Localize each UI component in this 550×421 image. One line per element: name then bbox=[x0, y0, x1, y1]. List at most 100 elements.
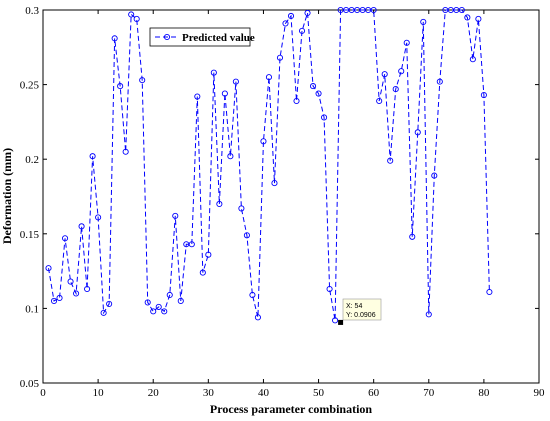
data-point bbox=[232, 78, 239, 85]
data-point bbox=[398, 68, 405, 75]
series-markers bbox=[45, 6, 493, 324]
data-point bbox=[50, 297, 58, 304]
data-point bbox=[100, 309, 107, 316]
data-point bbox=[480, 91, 487, 99]
data-point bbox=[409, 233, 416, 240]
data-point bbox=[172, 212, 179, 219]
legend-box bbox=[149, 27, 251, 47]
data-point bbox=[199, 269, 206, 276]
x-axis-title: Process parameter combination bbox=[210, 402, 373, 416]
x-tick-label: 60 bbox=[368, 387, 380, 399]
x-tick-label: 0 bbox=[40, 387, 46, 399]
data-point bbox=[425, 311, 432, 318]
data-point bbox=[56, 294, 63, 302]
x-tick-label: 50 bbox=[313, 387, 325, 399]
data-point bbox=[326, 285, 333, 293]
data-point bbox=[45, 265, 52, 272]
data-point bbox=[287, 12, 295, 20]
data-point bbox=[420, 18, 427, 25]
data-point bbox=[265, 74, 273, 81]
y-tick-label: 0.25 bbox=[20, 80, 40, 92]
x-tick-label: 20 bbox=[148, 387, 160, 399]
data-point bbox=[249, 291, 256, 299]
axis-ticks bbox=[42, 9, 540, 384]
data-point bbox=[475, 15, 482, 23]
y-tick-label: 0.05 bbox=[20, 378, 40, 390]
data-point bbox=[210, 69, 217, 76]
y-tick-label: 0.15 bbox=[20, 229, 40, 241]
data-point bbox=[95, 214, 102, 221]
data-point bbox=[161, 308, 168, 315]
y-tick-label: 0.3 bbox=[25, 5, 39, 17]
data-point bbox=[188, 241, 195, 248]
data-point bbox=[221, 90, 228, 97]
data-point bbox=[122, 148, 129, 155]
data-point bbox=[254, 314, 261, 321]
x-tick-label: 90 bbox=[534, 387, 546, 399]
y-tick-label: 0.1 bbox=[25, 303, 39, 315]
data-point bbox=[260, 138, 267, 145]
datatip-x-text: X: 54 bbox=[346, 303, 362, 310]
x-tick-label: 80 bbox=[478, 387, 490, 399]
data-point bbox=[227, 153, 234, 160]
data-point bbox=[238, 205, 245, 212]
data-point bbox=[177, 297, 184, 304]
plot-area bbox=[42, 9, 540, 384]
data-point bbox=[414, 129, 421, 136]
data-point bbox=[128, 11, 135, 18]
data-point bbox=[61, 235, 69, 242]
data-point bbox=[133, 15, 140, 23]
x-tick-label: 40 bbox=[258, 387, 270, 399]
data-point bbox=[293, 97, 300, 105]
data-point bbox=[370, 6, 377, 14]
data-point bbox=[243, 232, 250, 239]
data-point bbox=[84, 285, 91, 293]
legend-label: Predicted value bbox=[182, 32, 255, 44]
data-point bbox=[205, 251, 212, 258]
x-tick-label: 30 bbox=[203, 387, 215, 399]
data-point bbox=[381, 71, 388, 78]
data-point bbox=[309, 83, 317, 90]
data-point bbox=[89, 153, 96, 160]
data-point bbox=[73, 290, 80, 297]
x-tick-label: 70 bbox=[423, 387, 435, 399]
datatip-box bbox=[342, 298, 382, 321]
data-point bbox=[387, 157, 394, 164]
data-point bbox=[436, 78, 443, 85]
x-tick-labels: 0 10 20 30 40 50 60 70 80 90 bbox=[40, 387, 545, 399]
data-point bbox=[67, 278, 74, 285]
datatip[interactable]: X: 54 Y: 0.0906 bbox=[338, 298, 382, 325]
y-tick-label: 0.2 bbox=[25, 154, 39, 166]
data-point bbox=[332, 317, 339, 324]
data-point bbox=[392, 86, 399, 93]
data-point bbox=[315, 90, 322, 97]
datatip-y-text: Y: 0.0906 bbox=[346, 312, 376, 319]
y-axis-title: Deformation (mm) bbox=[0, 148, 14, 244]
data-point bbox=[155, 303, 162, 310]
data-point bbox=[376, 97, 383, 105]
data-point bbox=[304, 9, 311, 17]
data-point bbox=[78, 223, 85, 230]
data-point bbox=[117, 83, 124, 90]
data-point bbox=[403, 39, 410, 46]
data-point bbox=[431, 172, 438, 179]
legend: Predicted value bbox=[149, 27, 255, 47]
data-point bbox=[194, 93, 201, 100]
y-tick-labels: 0.05 0.1 0.15 0.2 0.25 0.3 bbox=[20, 5, 40, 390]
x-tick-label: 10 bbox=[93, 387, 105, 399]
data-point bbox=[486, 288, 493, 296]
data-point bbox=[144, 299, 151, 306]
data-point bbox=[282, 20, 289, 27]
data-point bbox=[111, 35, 118, 42]
data-point bbox=[458, 6, 465, 14]
data-point bbox=[321, 114, 328, 121]
data-point bbox=[150, 308, 157, 315]
data-point bbox=[271, 180, 278, 187]
data-point bbox=[298, 27, 306, 34]
data-point bbox=[106, 300, 113, 307]
data-point bbox=[469, 56, 476, 63]
data-point bbox=[276, 54, 284, 61]
datatip-point-marker[interactable] bbox=[338, 319, 344, 325]
data-point bbox=[139, 77, 146, 84]
